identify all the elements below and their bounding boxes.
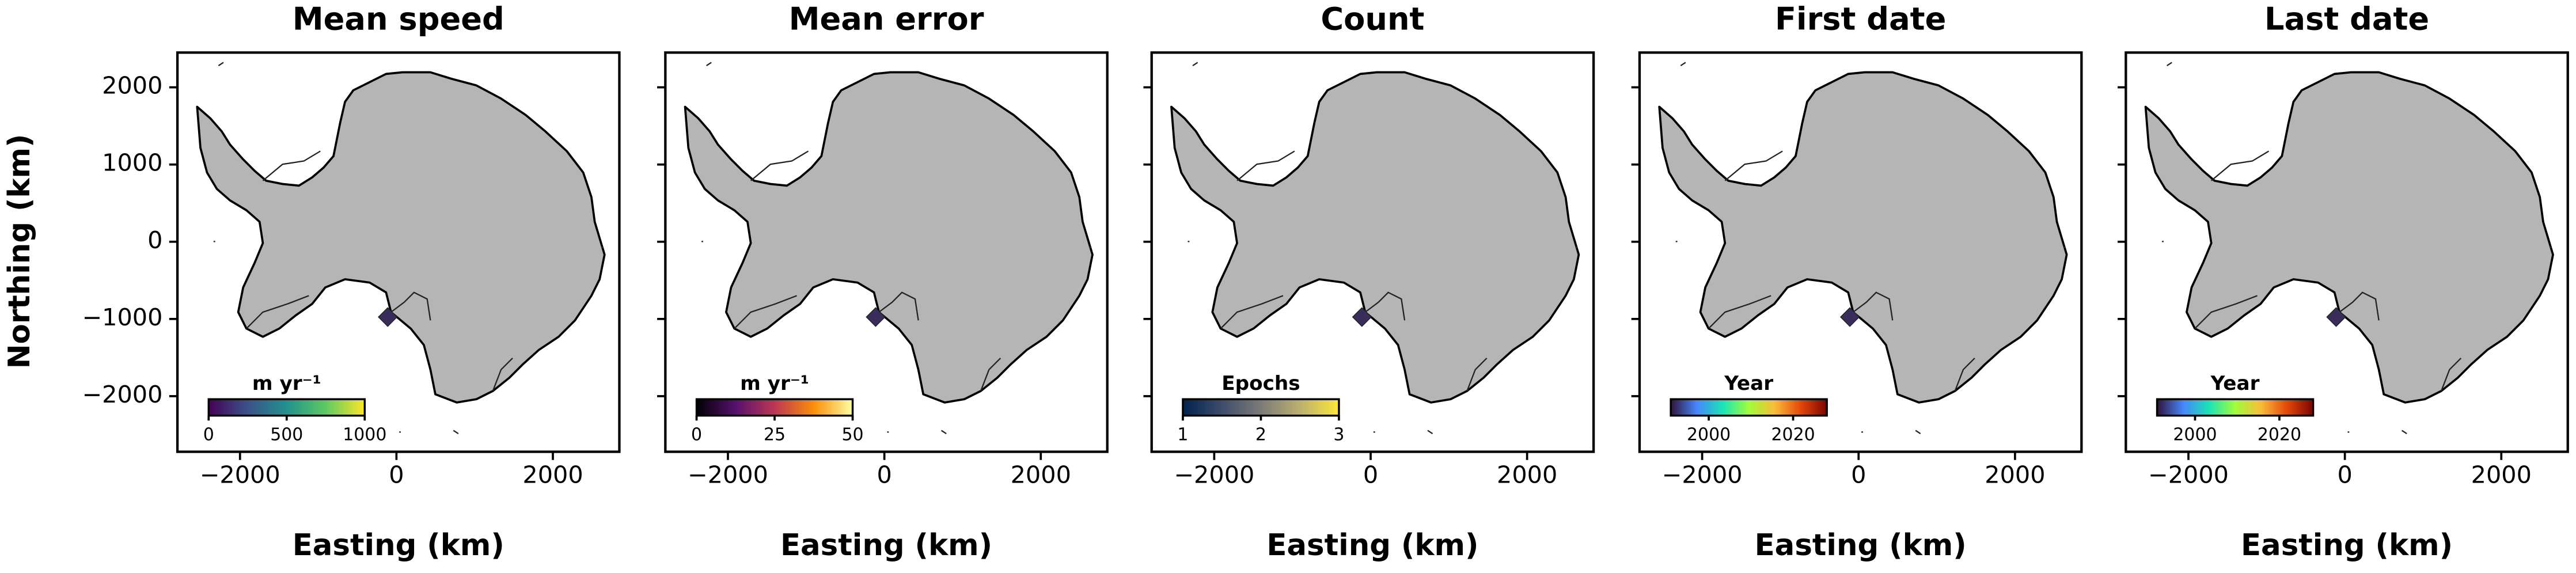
- colorbar-tick-label: 25: [764, 424, 786, 445]
- colorbar: [2156, 398, 2315, 417]
- y-tick-label: −2000: [82, 381, 162, 408]
- colorbar-tick-label: 50: [841, 424, 863, 445]
- panel-title: Last date: [2264, 1, 2429, 37]
- colorbar-tick-label: 2020: [1771, 424, 1815, 445]
- colorbar-tick-label: 3: [1333, 424, 1344, 445]
- colorbar-tick-label: 500: [270, 424, 303, 445]
- colorbar-label: Year: [2210, 372, 2260, 395]
- colorbar: [207, 398, 366, 417]
- colorbar-tick-label: 2: [1255, 424, 1266, 445]
- y-tick-label: 1000: [102, 149, 162, 177]
- colorbar-tick-label: 2020: [2258, 424, 2301, 445]
- x-axis-label: Easting (km): [780, 528, 992, 563]
- colorbar: [1670, 398, 1828, 417]
- x-tick-label: 0: [1851, 461, 1866, 488]
- colorbar-tick-label: 2000: [2173, 424, 2217, 445]
- x-tick-label: −2000: [1174, 461, 1254, 488]
- x-axis-label: Easting (km): [293, 528, 504, 563]
- x-tick-label: −2000: [200, 461, 280, 488]
- x-tick-label: 0: [1363, 461, 1378, 488]
- x-tick-label: −2000: [688, 461, 768, 488]
- axes-frame: [1638, 51, 2083, 453]
- colorbar-tick-label: 1: [1177, 424, 1188, 445]
- x-tick-label: 2000: [1011, 461, 1071, 488]
- colorbar-label: Year: [1724, 372, 1773, 395]
- axes-frame: [1150, 51, 1595, 453]
- panel-title: Count: [1321, 1, 1424, 37]
- colorbar-tick-label: 1000: [343, 424, 386, 445]
- colorbar-tick-label: 0: [203, 424, 214, 445]
- x-tick-label: 2000: [2471, 461, 2532, 488]
- y-tick-label: 2000: [102, 72, 162, 100]
- axes-frame: [2124, 51, 2569, 453]
- x-tick-label: −2000: [1662, 461, 1743, 488]
- colorbar: [1182, 398, 1340, 417]
- x-axis-label: Easting (km): [1266, 528, 1478, 563]
- axes-frame: [664, 51, 1109, 453]
- axes-frame: [176, 51, 621, 453]
- panel-title: Mean speed: [293, 1, 504, 37]
- x-axis-label: Easting (km): [2241, 528, 2453, 563]
- x-tick-label: −2000: [2148, 461, 2229, 488]
- colorbar-tick-label: 0: [691, 424, 702, 445]
- x-tick-label: 2000: [1497, 461, 1557, 488]
- colorbar-label: m yr⁻¹: [740, 372, 809, 395]
- panel-title: Mean error: [789, 1, 984, 37]
- y-tick-label: 0: [147, 226, 162, 254]
- x-tick-label: 0: [877, 461, 891, 488]
- x-tick-label: 0: [389, 461, 404, 488]
- x-tick-label: 2000: [522, 461, 583, 488]
- colorbar-label: m yr⁻¹: [252, 372, 321, 395]
- x-tick-label: 0: [2337, 461, 2352, 488]
- y-tick-label: −1000: [82, 303, 162, 331]
- y-axis-label: Northing (km): [2, 134, 37, 369]
- panel-title: First date: [1775, 1, 1946, 37]
- colorbar: [695, 398, 854, 417]
- x-tick-label: 2000: [1985, 461, 2045, 488]
- x-axis-label: Easting (km): [1755, 528, 1967, 563]
- colorbar-tick-label: 2000: [1687, 424, 1731, 445]
- colorbar-label: Epochs: [1221, 372, 1300, 395]
